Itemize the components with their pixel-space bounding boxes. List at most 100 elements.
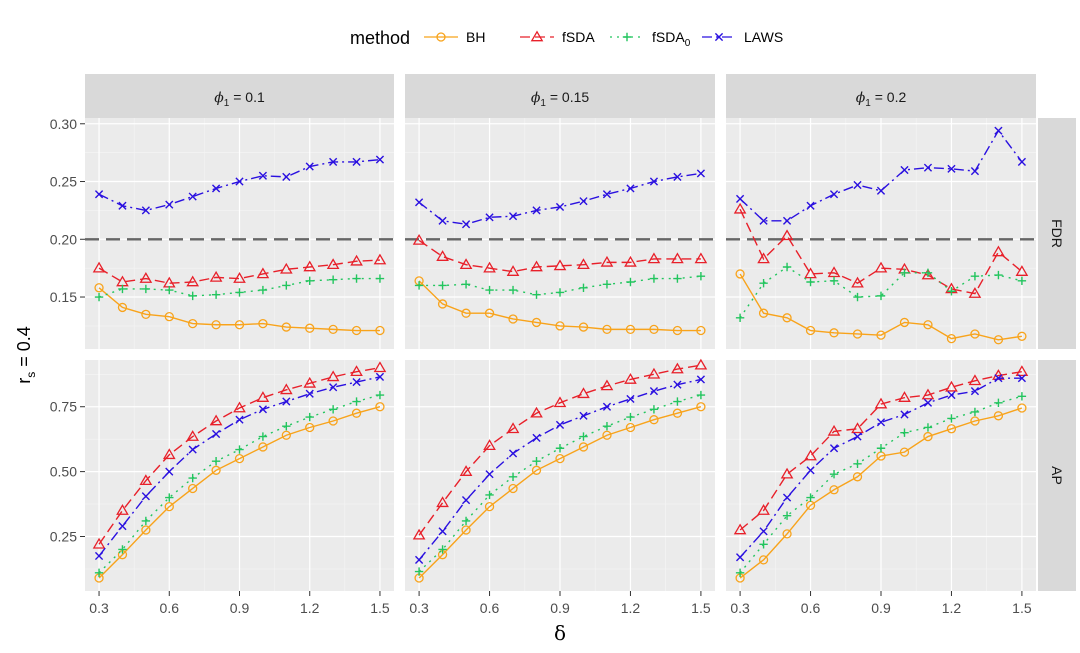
data-point-fsda xyxy=(303,376,317,388)
legend-label-main: fSDA xyxy=(562,29,595,45)
data-point-laws xyxy=(532,206,541,215)
x-tick-label: 0.6 xyxy=(801,600,821,616)
data-point-fsda0 xyxy=(461,516,471,526)
data-point-bh xyxy=(141,525,151,535)
data-point-bh xyxy=(375,325,385,336)
data-point-fsda0 xyxy=(532,457,541,466)
data-point-laws xyxy=(352,377,361,387)
data-point-fsda0 xyxy=(649,274,659,283)
data-point-bh xyxy=(625,422,636,433)
data-point-bh xyxy=(696,402,706,412)
data-point-fsda xyxy=(780,467,794,479)
data-point-fsda0 xyxy=(118,284,127,294)
data-point-bh xyxy=(672,325,683,336)
data-point-bh xyxy=(625,324,636,335)
data-point-fsda xyxy=(804,449,817,461)
legend-label-subscript: 0 xyxy=(685,38,691,49)
data-point-fsda0 xyxy=(602,421,612,431)
y-tick-label: 0.15 xyxy=(50,289,77,305)
data-point-fsda0 xyxy=(759,540,768,549)
x-tick-label: 1.2 xyxy=(300,600,320,616)
data-point-bh xyxy=(970,329,980,339)
data-point-fsda xyxy=(851,276,864,288)
data-point-fsda xyxy=(162,448,176,460)
data-point-fsda0 xyxy=(829,470,839,479)
data-point-laws xyxy=(970,387,980,396)
data-point-laws xyxy=(806,201,815,210)
data-point-laws xyxy=(258,171,268,180)
data-point-laws xyxy=(118,201,127,210)
x-tick-label: 0.9 xyxy=(230,600,250,616)
series-line-bh xyxy=(739,407,1023,579)
data-point-fsda xyxy=(116,504,129,515)
data-point-laws xyxy=(829,190,839,199)
data-point-laws xyxy=(375,372,385,381)
x-tick-label: 1.2 xyxy=(621,600,641,616)
data-point-laws xyxy=(508,212,518,221)
series-line-bh xyxy=(739,273,1023,341)
data-point-laws xyxy=(900,410,909,419)
data-point-bh xyxy=(649,324,659,335)
panel-r2-c1 xyxy=(85,360,394,591)
strip-label-subscript: 1 xyxy=(224,98,230,109)
data-point-laws xyxy=(900,165,909,175)
data-point-bh xyxy=(876,330,886,340)
data-point-fsda0 xyxy=(414,567,424,576)
panel-r1-c3 xyxy=(726,118,1036,349)
data-point-laws xyxy=(532,433,541,442)
data-point-fsda0 xyxy=(829,276,839,286)
x-axis-title: δ xyxy=(554,621,566,645)
series-line-fsda xyxy=(98,367,381,545)
data-point-fsda0 xyxy=(994,398,1003,408)
data-point-bh xyxy=(923,320,933,330)
data-point-fsda xyxy=(874,397,888,409)
data-point-fsda0 xyxy=(532,290,541,299)
data-point-fsda xyxy=(827,424,841,436)
data-point-bh xyxy=(970,416,980,426)
data-point-fsda xyxy=(436,250,449,261)
facet-strip-col-2 xyxy=(405,74,715,118)
data-point-laws xyxy=(735,553,745,562)
series-line-bh xyxy=(98,287,380,332)
series-fsda0 xyxy=(414,390,706,576)
facet-strip-label: ϕ1 = 0.15 xyxy=(531,89,590,109)
x-tick-label: 1.5 xyxy=(370,600,390,616)
series-bh xyxy=(735,269,1027,345)
data-point-bh xyxy=(281,322,291,332)
data-point-laws xyxy=(329,383,338,392)
data-point-fsda xyxy=(921,268,935,280)
data-point-laws xyxy=(485,470,494,479)
data-point-bh xyxy=(437,299,448,309)
data-point-fsda0 xyxy=(188,473,197,483)
data-point-fsda0 xyxy=(626,412,635,422)
data-point-fsda0 xyxy=(508,285,518,295)
data-point-laws xyxy=(211,184,221,193)
x-tick-label: 0.3 xyxy=(409,600,429,616)
facet-strip-label: ϕ1 = 0.1 xyxy=(214,89,265,109)
data-point-bh xyxy=(946,333,957,344)
data-point-fsda0 xyxy=(696,390,706,400)
data-point-bh xyxy=(899,447,910,457)
data-point-laws xyxy=(141,492,150,501)
legend-label: LAWS xyxy=(744,29,783,45)
data-point-fsda0 xyxy=(485,285,494,295)
data-point-fsda0 xyxy=(165,493,174,502)
data-point-bh xyxy=(94,283,104,293)
data-point-fsda xyxy=(874,261,888,273)
data-point-fsda xyxy=(553,396,567,408)
data-point-fsda xyxy=(827,266,841,278)
data-point-fsda xyxy=(1015,365,1029,377)
data-point-fsda0 xyxy=(970,272,980,281)
data-point-fsda xyxy=(436,496,449,508)
data-point-fsda0 xyxy=(438,281,447,290)
data-point-bh xyxy=(461,308,471,318)
data-point-fsda xyxy=(209,270,223,282)
series-laws xyxy=(735,126,1027,225)
data-point-bh xyxy=(211,320,221,330)
data-point-fsda xyxy=(139,474,153,486)
data-point-fsda xyxy=(1015,265,1029,276)
data-point-laws xyxy=(555,202,565,212)
data-point-bh xyxy=(328,416,338,426)
